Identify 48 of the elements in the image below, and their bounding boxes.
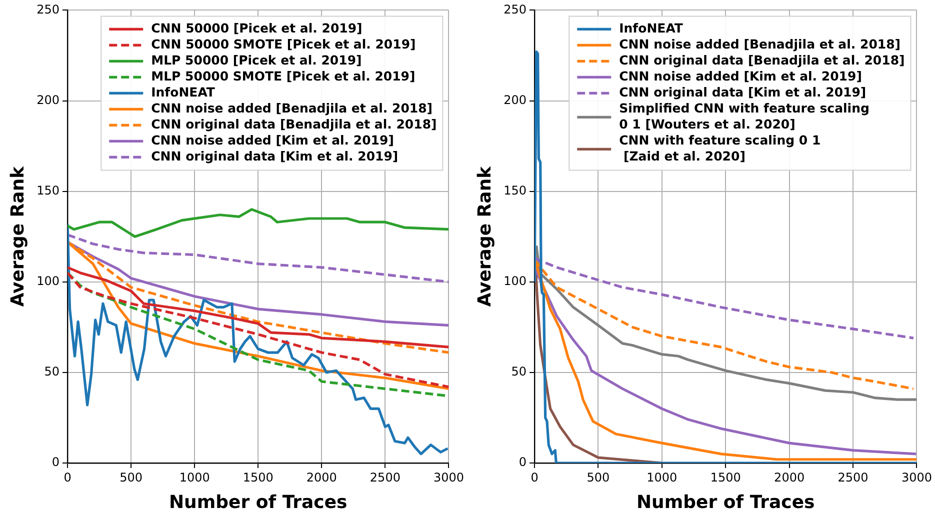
legend-label: CNN original data [Kim et al. 2019] (151, 148, 398, 164)
y-tick-label: 200 (504, 92, 527, 107)
x-axis-title: Number of Traces (636, 492, 815, 513)
y-tick-label: 150 (36, 183, 60, 198)
x-tick-label: 0 (64, 470, 72, 484)
line-series (534, 257, 915, 340)
y-tick-label: 50 (511, 364, 527, 379)
x-tick-label: 2000 (774, 470, 805, 484)
legend-label: CNN with feature scaling 0 1 [Zaid et al. 2020] (619, 132, 821, 164)
y-tick-label: 100 (36, 274, 60, 288)
x-tick-label: 0 (530, 470, 538, 484)
x-tick-label: 1000 (179, 470, 210, 484)
legend-label: MLP 50000 [Picek et al. 2019] (151, 52, 362, 68)
legend-label: CNN original data [Benadjila et al. 2018] (619, 52, 905, 68)
legend-label: CNN noise added [Kim et al. 2019] (619, 68, 862, 84)
legend-label: CNN original data [Kim et al. 2019] (619, 84, 866, 100)
x-axis-title: Number of Traces (168, 492, 348, 513)
x-tick-label: 2500 (370, 470, 400, 484)
y-axis-title: Average Rank (7, 165, 28, 307)
y-tick-label: 0 (52, 455, 60, 470)
y-axis-title: Average Rank (474, 165, 496, 307)
legend-label: CNN noise added [Kim et al. 2019] (151, 132, 394, 148)
legend-label: InfoNEAT (619, 20, 684, 36)
legend-label: Simplified CNN with feature scaling 0 1 [Wouters et al. 2020] (619, 100, 870, 132)
y-tick-label: 250 (36, 2, 60, 16)
y-tick-label: 100 (504, 274, 527, 288)
y-tick-label: 250 (504, 2, 527, 16)
x-tick-label: 2000 (306, 470, 337, 484)
x-tick-label: 3000 (901, 470, 932, 484)
x-tick-label: 1500 (710, 470, 741, 484)
legend-label: CNN noise added [Benadjila et al. 2018] (619, 36, 901, 52)
x-tick-label: 1000 (646, 470, 678, 484)
x-tick-label: 500 (120, 470, 142, 484)
x-tick-label: 2500 (838, 470, 868, 484)
x-tick-label: 500 (586, 470, 610, 484)
y-tick-label: 150 (504, 183, 527, 198)
legend-label: CNN 50000 [Picek et al. 2019] (151, 20, 362, 36)
line-series (68, 233, 449, 284)
x-tick-label: 1500 (242, 470, 274, 484)
legend-label: CNN original data [Benadjila et al. 2018] (151, 116, 437, 132)
legend-label: CNN 50000 SMOTE [Picek et al. 2019] (151, 36, 416, 52)
y-tick-label: 200 (36, 92, 60, 107)
x-tick-label: 3000 (433, 470, 464, 484)
y-tick-label: 50 (44, 364, 60, 379)
legend-label: CNN noise added [Benadjila et al. 2018] (151, 100, 433, 116)
legend-label: InfoNEAT (151, 84, 216, 100)
y-tick-label: 0 (518, 455, 527, 470)
legend-label: MLP 50000 SMOTE [Picek et al. 2019] (151, 68, 416, 84)
